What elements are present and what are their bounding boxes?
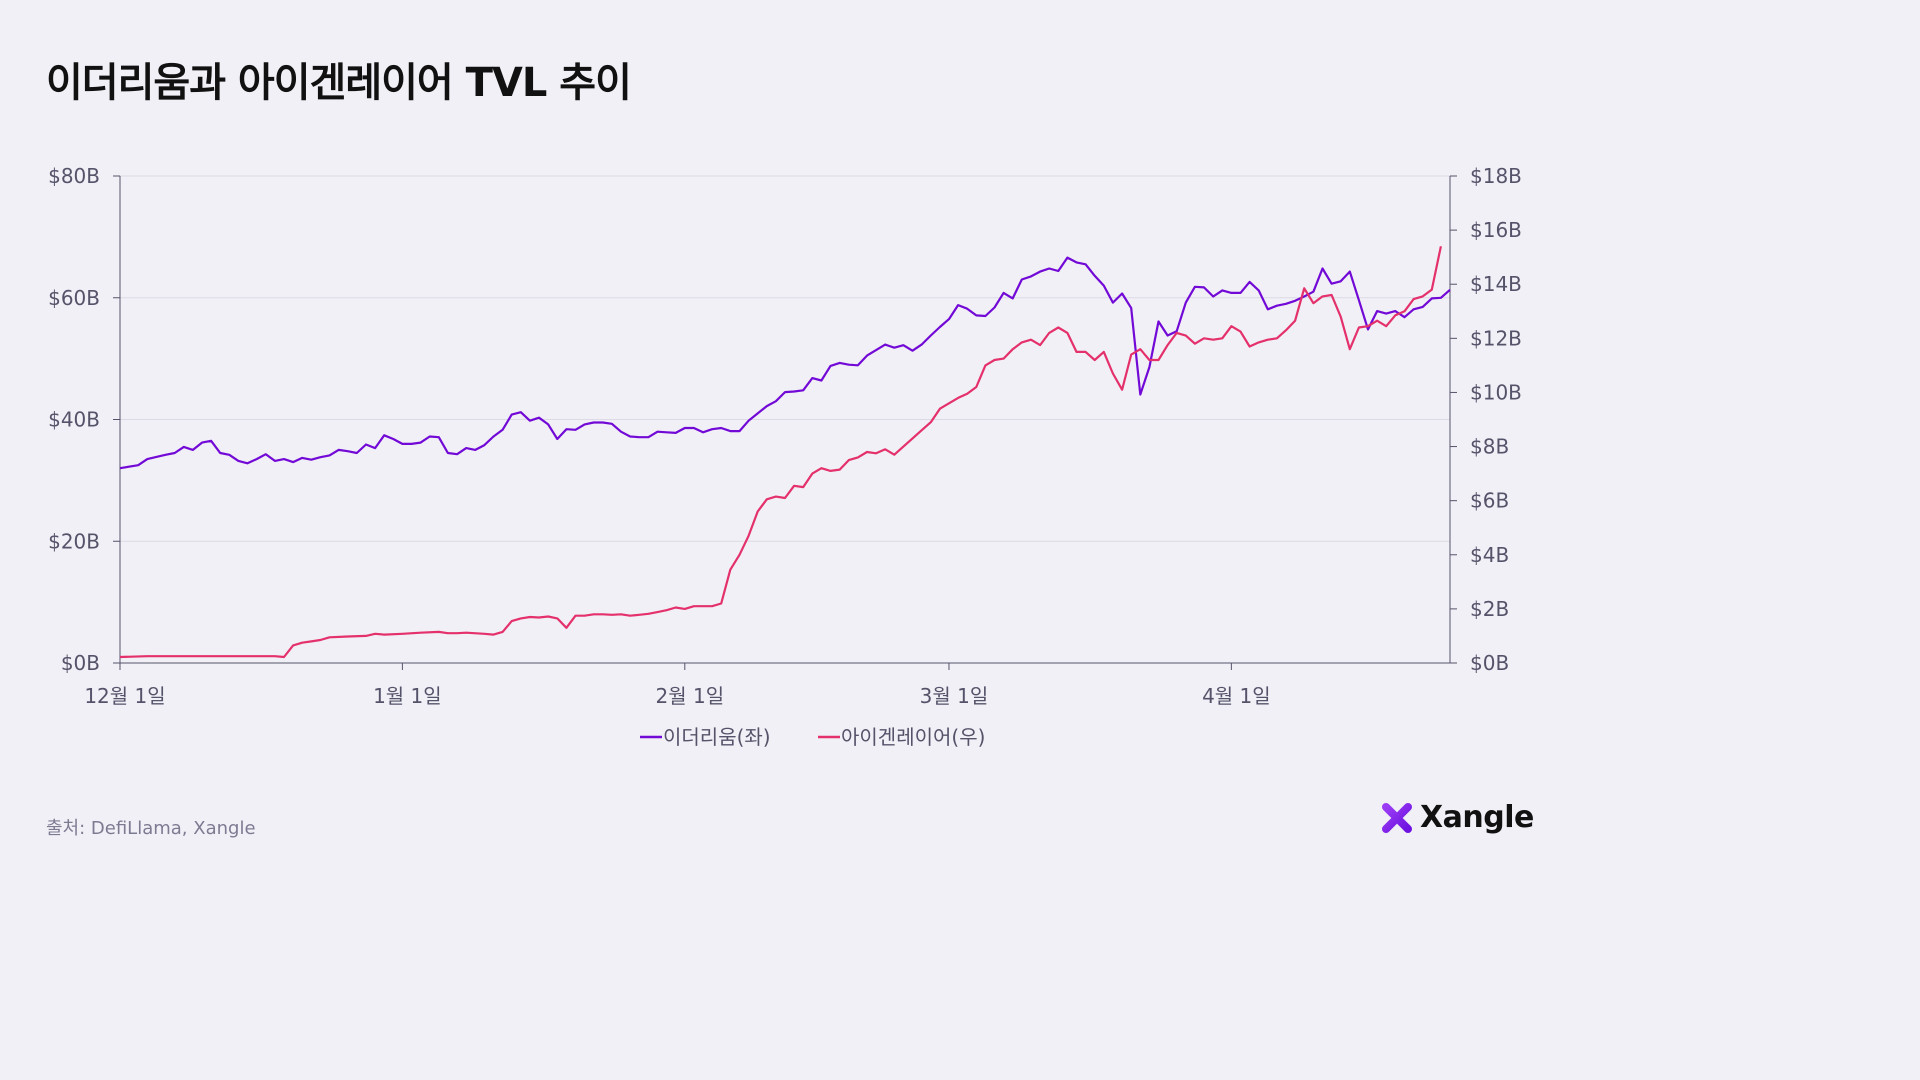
brand-logo: Xangle bbox=[1380, 800, 1534, 835]
legend: 이더리움(좌) 아이겐레이어(우) bbox=[640, 725, 985, 749]
x-axis-tick-label: 1월 1일 bbox=[373, 684, 442, 708]
right-axis-tick-label: $0B bbox=[1470, 651, 1509, 675]
left-axis-tick-label: $0B bbox=[61, 651, 100, 675]
series-line-eigenlayer bbox=[119, 246, 1442, 659]
left-axis-tick-label: $40B bbox=[48, 408, 100, 432]
right-axis-tick-label: $14B bbox=[1470, 272, 1522, 296]
right-axis-tick-label: $18B bbox=[1470, 164, 1522, 188]
right-axis-tick-label: $8B bbox=[1470, 435, 1509, 459]
series-line-ethereum bbox=[119, 256, 1451, 470]
brand-name: Xangle bbox=[1420, 800, 1534, 835]
legend-label: 아이겐레이어(우) bbox=[841, 725, 985, 749]
left-axis-tick-label: $20B bbox=[48, 529, 100, 553]
right-axis-tick-label: $6B bbox=[1470, 489, 1509, 513]
right-axis-tick-label: $12B bbox=[1470, 326, 1522, 350]
x-axis-tick-label: 12월 1일 bbox=[84, 684, 165, 708]
series-lines bbox=[119, 246, 1451, 659]
source-note: 출처: DefiLlama, Xangle bbox=[46, 818, 256, 839]
right-axis-tick-label: $4B bbox=[1470, 543, 1509, 567]
right-axis-tick-label: $10B bbox=[1470, 380, 1522, 404]
x-axis-tick-label: 4월 1일 bbox=[1202, 684, 1271, 708]
tvl-line-chart: $0B $20B $40B $60B $80B $0B $2B $4B $6B $8B $10B $1… bbox=[48, 164, 1522, 749]
right-axis-tick-label: $16B bbox=[1470, 218, 1522, 242]
legend-label: 이더리움(좌) bbox=[663, 725, 771, 749]
left-axis-tick-label: $80B bbox=[48, 164, 100, 188]
right-axis-tick-label: $2B bbox=[1470, 597, 1509, 621]
chart-title: 이더리움과 아이겐레이어 TVL 추이 bbox=[46, 60, 632, 106]
gridlines bbox=[120, 175, 1450, 542]
x-axis-tick-label: 2월 1일 bbox=[655, 684, 724, 708]
axes: $0B $20B $40B $60B $80B $0B $2B $4B $6B $8B $10B $1… bbox=[48, 164, 1522, 708]
left-axis-tick-label: $60B bbox=[48, 286, 100, 310]
x-axis-tick-label: 3월 1일 bbox=[920, 684, 989, 708]
xangle-logo-icon bbox=[1382, 802, 1412, 833]
